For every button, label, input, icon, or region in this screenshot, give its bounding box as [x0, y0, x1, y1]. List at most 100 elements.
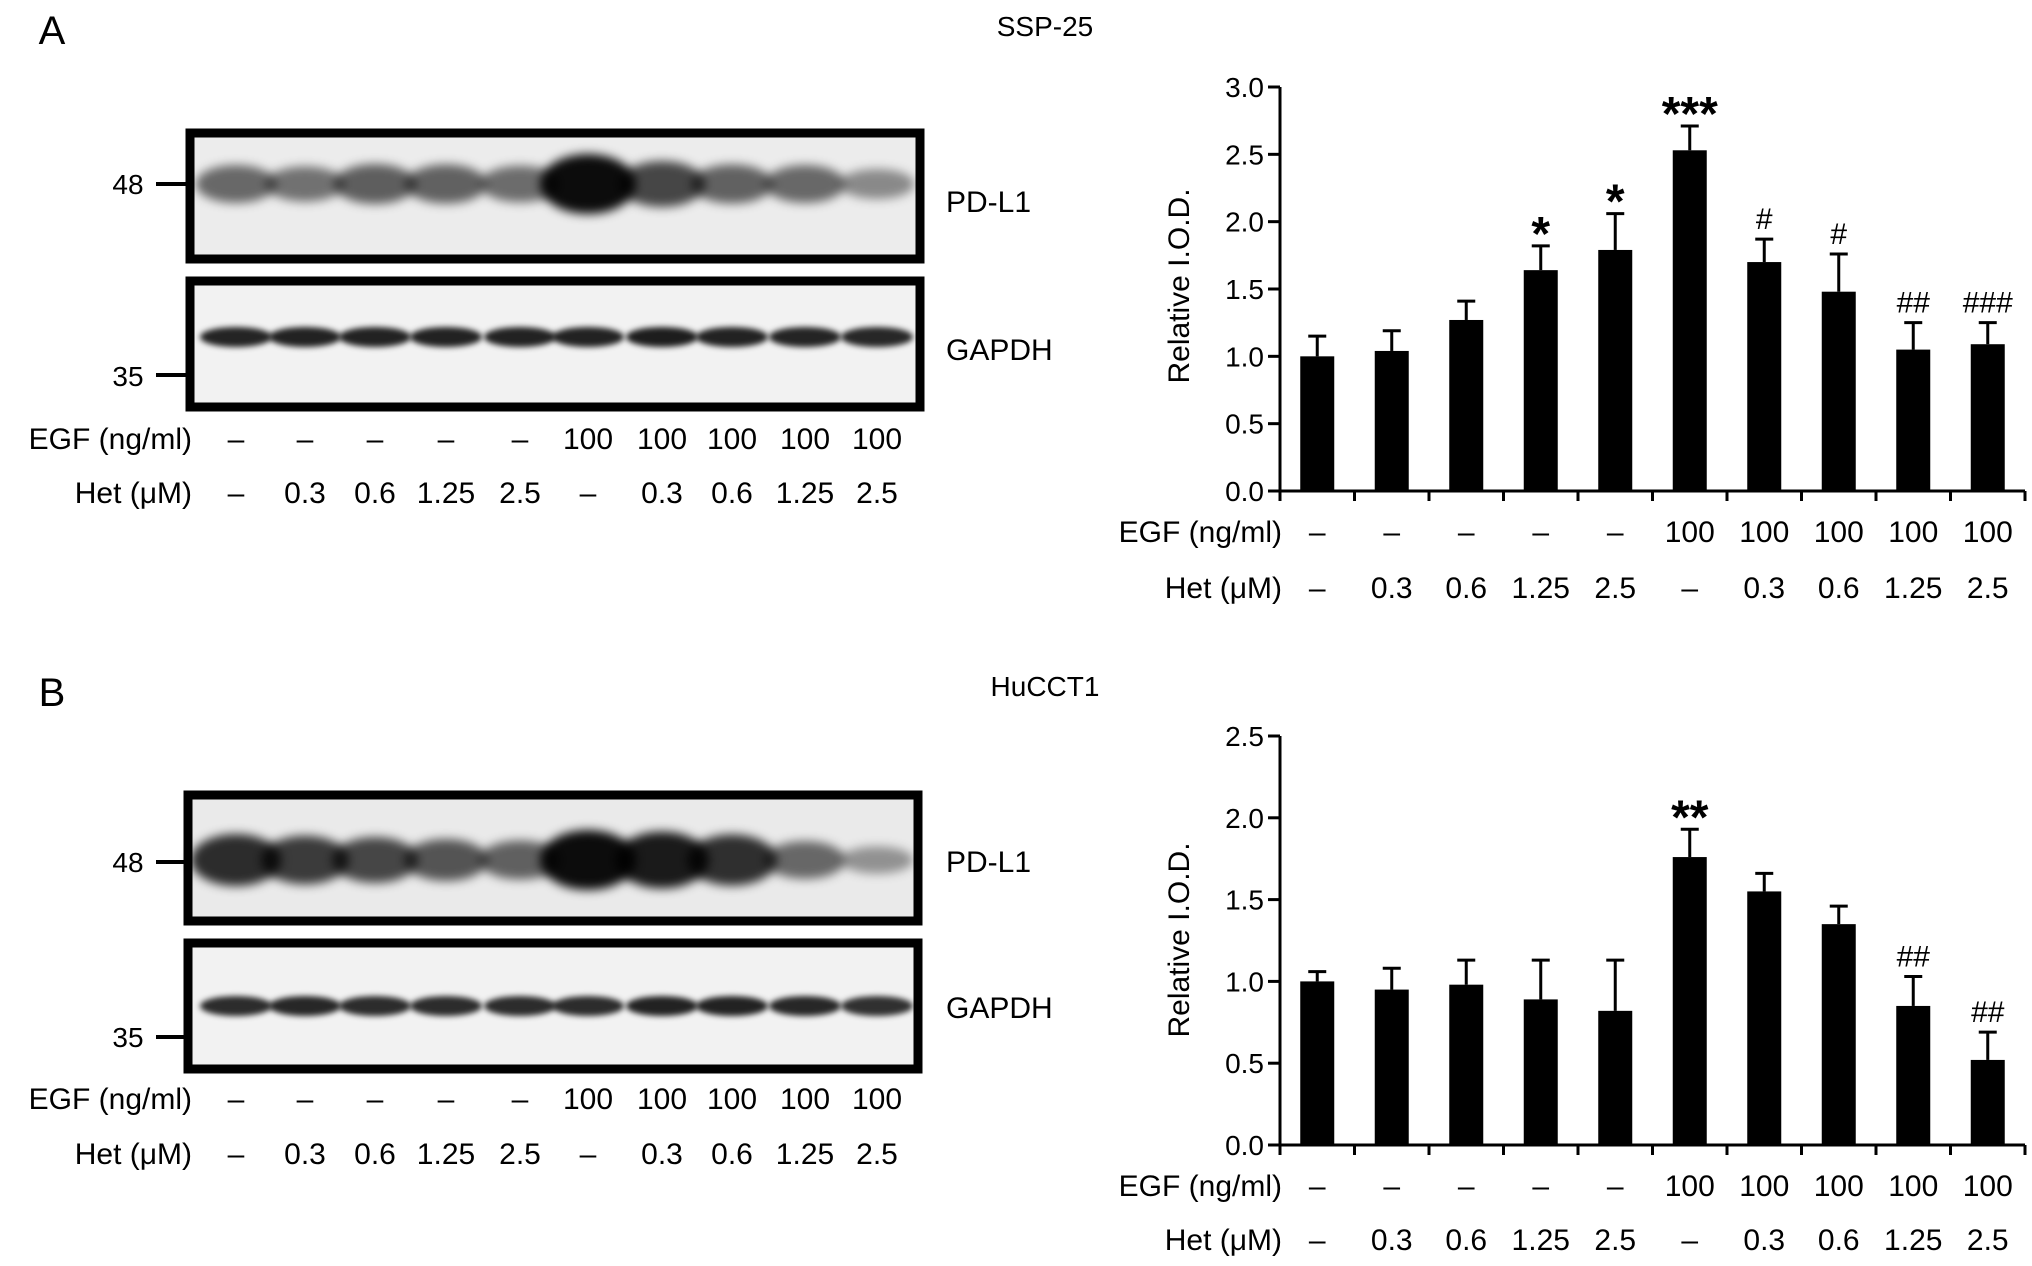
egf-value: 100 — [780, 423, 830, 456]
bar — [1374, 350, 1409, 491]
y-tick-label: 1.0 — [1225, 966, 1264, 997]
egf-value: – — [1309, 1170, 1326, 1203]
egf-value: – — [438, 1083, 455, 1116]
het-value: 2.5 — [499, 477, 541, 510]
blot-treatment-table: EGF (ng/ml) Het (μM) – – – – – 100 100 100 100 10… — [29, 423, 902, 510]
pdl1-band — [195, 165, 277, 203]
gapdh-bands — [200, 327, 913, 347]
bar — [1672, 150, 1707, 491]
y-tick-label: 3.0 — [1225, 72, 1264, 103]
bar — [1896, 349, 1931, 491]
het-value: 1.25 — [1512, 572, 1570, 605]
gapdh-band — [769, 327, 841, 347]
mw-marker-35: 35 — [112, 1022, 188, 1053]
gapdh-band — [626, 996, 698, 1016]
gapdh-bands — [200, 996, 913, 1016]
cell-line-title: SSP-25 — [997, 11, 1094, 42]
pdl1-band — [840, 846, 914, 874]
bar — [1598, 249, 1633, 491]
egf-value: 100 — [1963, 1170, 2013, 1203]
gapdh-band — [841, 327, 913, 347]
pdl1-band — [190, 834, 282, 886]
gapdh-band — [626, 327, 698, 347]
bar — [1747, 891, 1782, 1145]
y-tick-label: 2.5 — [1225, 139, 1264, 170]
egf-value: – — [367, 1083, 384, 1116]
het-value: 0.6 — [711, 477, 753, 510]
pdl1-bands — [195, 154, 915, 214]
het-value: 0.6 — [354, 477, 396, 510]
bar — [1300, 356, 1335, 491]
het-value: – — [1681, 572, 1698, 605]
gapdh-band — [552, 996, 624, 1016]
mw-label: 48 — [112, 169, 143, 200]
egf-row-label: EGF (ng/ml) — [29, 423, 192, 456]
het-row-label: Het (μM) — [75, 477, 192, 510]
egf-value: 100 — [563, 1083, 613, 1116]
egf-value: – — [297, 1083, 314, 1116]
pdl1-band — [331, 837, 419, 883]
het-value: 0.3 — [1371, 572, 1413, 605]
het-value: 1.25 — [417, 1138, 475, 1171]
significance-mark: # — [1756, 203, 1773, 236]
band-label-pdl1: PD-L1 — [946, 186, 1031, 219]
egf-value: – — [438, 423, 455, 456]
bar-chart: 0.0 0.5 1.0 1.5 2.0 2.5 ** ## ## Relative I.O.D.… — [1119, 721, 2027, 1257]
egf-value: 100 — [563, 423, 613, 456]
significance-mark: ## — [1971, 996, 2005, 1029]
het-value: – — [1309, 572, 1326, 605]
het-value: – — [1681, 1224, 1698, 1257]
significance-mark: ## — [1897, 287, 1931, 320]
pdl1-band — [687, 834, 777, 886]
bar — [1896, 1005, 1931, 1145]
bar — [1523, 999, 1558, 1145]
pdl1-band — [839, 169, 915, 199]
het-value: 0.3 — [1743, 1224, 1785, 1257]
pdl1-band — [540, 154, 636, 214]
pdl1-band — [691, 164, 773, 204]
het-value: 2.5 — [1967, 572, 2009, 605]
y-axis-label: Relative I.O.D. — [1163, 188, 1196, 383]
het-value: 2.5 — [1594, 572, 1636, 605]
egf-value: 100 — [1814, 1170, 1864, 1203]
het-value: 1.25 — [1884, 1224, 1942, 1257]
bar — [1821, 924, 1856, 1145]
cell-line-title: HuCCT1 — [991, 671, 1100, 702]
significance-mark: * — [1606, 176, 1625, 229]
het-value: – — [580, 1138, 597, 1171]
egf-value: 100 — [1739, 516, 1789, 549]
western-blot: 48 35 PD-L1 GAPDH — [112, 128, 1053, 412]
egf-value: – — [1607, 1170, 1624, 1203]
bar — [1672, 857, 1707, 1145]
egf-value: – — [1458, 1170, 1475, 1203]
egf-value: – — [228, 1083, 245, 1116]
gapdh-band — [339, 996, 411, 1016]
het-value: 2.5 — [1594, 1224, 1636, 1257]
gapdh-band — [841, 996, 913, 1016]
egf-value: 100 — [1963, 516, 2013, 549]
egf-value: 100 — [1739, 1170, 1789, 1203]
y-tick-label: 2.5 — [1225, 721, 1264, 752]
y-tick-label: 1.5 — [1225, 274, 1264, 305]
panel-letter: A — [39, 9, 66, 53]
egf-value: 100 — [1888, 516, 1938, 549]
het-row-label: Het (μM) — [75, 1138, 192, 1171]
het-value: – — [228, 477, 245, 510]
pdl1-band — [265, 166, 345, 202]
bar — [1449, 319, 1484, 491]
het-value: 0.3 — [284, 1138, 326, 1171]
bar — [1747, 262, 1782, 491]
bar — [1970, 344, 2005, 491]
egf-value: – — [1383, 1170, 1400, 1203]
mw-label: 35 — [112, 361, 143, 392]
egf-value: 100 — [637, 1083, 687, 1116]
pdl1-band — [540, 830, 636, 890]
gapdh-band — [200, 996, 272, 1016]
pdl1-band — [404, 839, 488, 881]
egf-value: – — [512, 423, 529, 456]
egf-value: – — [1309, 516, 1326, 549]
egf-value: – — [367, 423, 384, 456]
bar — [1300, 981, 1335, 1145]
mw-marker-48: 48 — [112, 169, 190, 200]
